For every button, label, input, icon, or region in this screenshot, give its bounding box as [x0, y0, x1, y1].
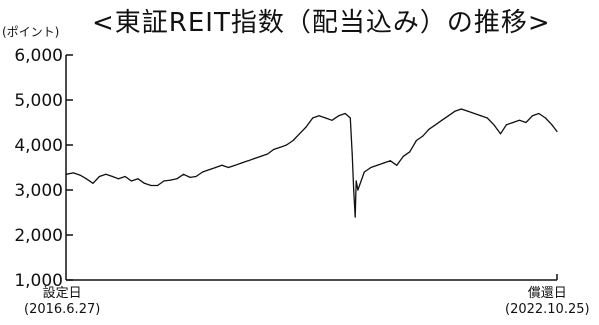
data-point: [525, 121, 527, 124]
y-tick-label: 4,000: [14, 136, 63, 156]
data-point: [486, 117, 488, 119]
y-tick-label: 5,000: [14, 91, 63, 111]
data-point: [441, 119, 443, 121]
data-point: [285, 144, 288, 146]
data-point: [518, 119, 521, 121]
data-point: [169, 179, 172, 181]
data-point: [447, 115, 449, 117]
x-axis-start-label: 設定日 (2016.6.27): [24, 286, 100, 318]
x-start-caption: 設定日: [42, 286, 82, 301]
data-point: [85, 178, 87, 180]
x-end-date: (2022.10.25): [505, 302, 590, 317]
data-point: [234, 164, 236, 166]
data-point: [428, 128, 430, 130]
data-point: [354, 216, 356, 218]
data-point: [357, 189, 359, 191]
data-point: [349, 117, 351, 119]
data-point: [208, 169, 210, 171]
data-point: [338, 115, 340, 117]
series-line: [65, 108, 558, 218]
y-axis-unit-label: (ポイント): [2, 25, 60, 39]
data-point: [279, 146, 281, 148]
data-point: [163, 180, 165, 182]
y-tick-label: 1,000: [14, 271, 63, 291]
data-point: [267, 153, 269, 155]
data-point: [473, 112, 475, 115]
data-point: [318, 115, 320, 117]
data-point: [124, 175, 126, 178]
data-point: [273, 148, 275, 151]
data-point: [143, 182, 145, 184]
y-axis-ticks: 1,000 2,000 3,000 4,000 5,000 6,000: [14, 46, 73, 291]
data-point: [137, 178, 139, 180]
data-point: [415, 139, 417, 142]
chart-title: <東証REIT指数（配当込み）の推移>: [92, 8, 551, 38]
data-point: [105, 173, 107, 175]
data-point: [499, 133, 502, 135]
data-point: [111, 175, 114, 178]
data-point: [493, 124, 495, 126]
data-point: [512, 121, 514, 124]
data-point: [480, 115, 482, 117]
data-point: [189, 176, 191, 178]
data-point: [434, 124, 437, 126]
series-points: [65, 108, 558, 218]
data-point: [221, 164, 223, 166]
y-tick-label: 3,000: [14, 181, 63, 201]
data-point: [227, 166, 230, 169]
y-tick-label: 6,000: [14, 46, 63, 66]
data-point: [383, 162, 385, 164]
data-point: [292, 139, 294, 142]
data-point: [409, 151, 411, 153]
data-point: [467, 110, 469, 112]
x-axis-end-label: 償還日 (2022.10.25): [505, 286, 590, 318]
data-point: [396, 164, 398, 166]
x-end-caption: 償還日: [527, 286, 567, 301]
data-point: [92, 182, 94, 184]
data-point: [202, 171, 204, 173]
data-point: [182, 173, 185, 175]
data-point: [344, 112, 346, 115]
data-point: [325, 117, 327, 119]
data-point: [240, 162, 243, 164]
data-point: [150, 184, 152, 187]
data-point: [402, 155, 404, 157]
data-point: [505, 124, 507, 126]
data-point: [215, 166, 217, 169]
data-point: [298, 133, 301, 135]
data-point: [130, 180, 132, 182]
data-point: [157, 184, 159, 187]
data-point: [65, 173, 67, 175]
data-point: [389, 160, 391, 162]
data-point: [247, 160, 249, 162]
data-point: [176, 178, 178, 180]
data-point: [253, 157, 256, 160]
data-point: [355, 180, 357, 182]
data-point: [370, 166, 372, 169]
data-point: [422, 135, 424, 137]
data-point: [544, 117, 547, 119]
data-point: [376, 164, 378, 166]
data-point: [538, 112, 540, 115]
data-point: [454, 110, 456, 112]
data-point: [351, 153, 353, 155]
data-point: [353, 189, 355, 191]
data-point: [460, 108, 462, 110]
data-point: [305, 126, 307, 128]
data-point: [72, 172, 74, 174]
data-point: [551, 124, 553, 126]
data-point: [312, 117, 314, 119]
data-point: [117, 178, 120, 180]
y-tick-label: 2,000: [14, 226, 63, 246]
data-point: [331, 119, 333, 121]
data-point: [98, 175, 100, 178]
data-point: [195, 175, 197, 178]
x-start-date: (2016.6.27): [24, 302, 101, 317]
data-point: [556, 130, 558, 133]
data-point: [79, 174, 81, 176]
data-point: [531, 115, 534, 117]
data-point: [260, 155, 262, 157]
data-point: [363, 171, 365, 173]
